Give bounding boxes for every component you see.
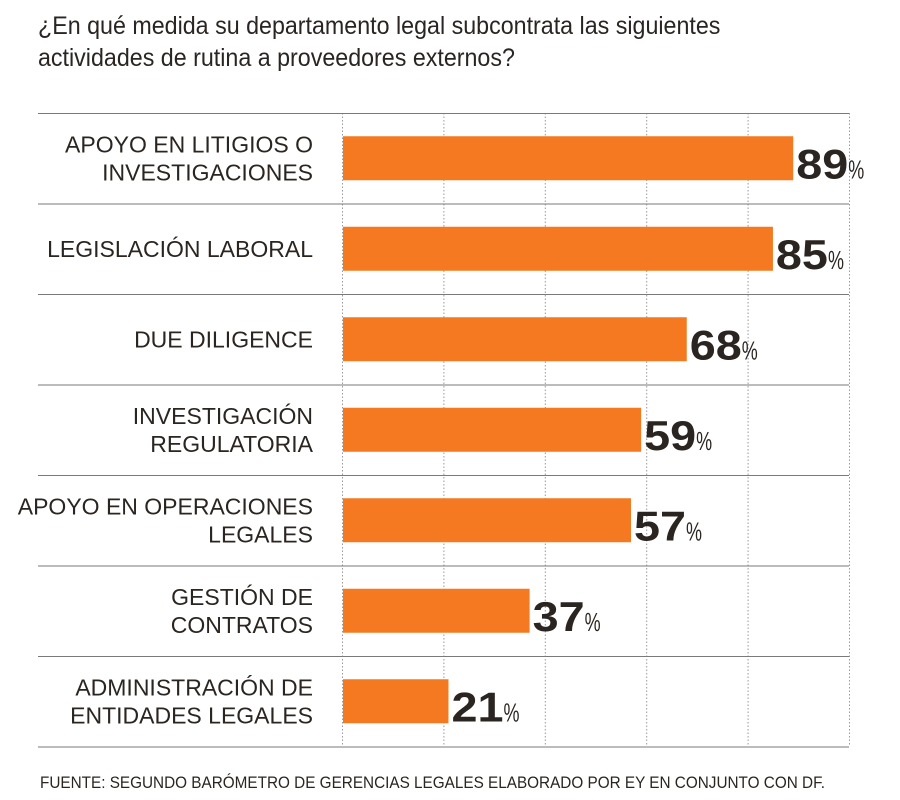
bar xyxy=(343,226,773,271)
category-label: APOYO EN OPERACIONES LEGALES xyxy=(18,493,313,547)
value-label: 57% xyxy=(634,502,702,549)
source-note: FUENTE: SEGUNDO BARÓMETRO DE GERENCIAS L… xyxy=(40,773,825,792)
value-label: 21% xyxy=(451,683,519,730)
value-label: 85% xyxy=(776,231,844,278)
chart-title: ¿En qué medida su departamento legal sub… xyxy=(38,12,721,72)
category-label: ADMINISTRACIÓN DE ENTIDADES LEGALES xyxy=(70,674,313,728)
bar xyxy=(343,317,687,362)
category-label: GESTIÓN DE CONTRATOS xyxy=(171,584,313,638)
bar xyxy=(343,588,530,633)
value-label: 37% xyxy=(533,593,601,640)
value-label: 89% xyxy=(796,140,864,187)
bar xyxy=(343,136,794,181)
category-label: INVESTIGACIÓN REGULATORIA xyxy=(133,403,314,457)
category-label: DUE DILIGENCE xyxy=(134,326,313,352)
category-label: LEGISLACIÓN LABORAL xyxy=(47,236,313,262)
category-label: APOYO EN LITIGIOS O INVESTIGACIONES xyxy=(65,131,313,185)
value-label: 59% xyxy=(644,412,712,459)
value-label: 68% xyxy=(690,321,758,368)
bar xyxy=(343,407,642,452)
bar xyxy=(343,498,631,543)
bar xyxy=(343,679,449,724)
